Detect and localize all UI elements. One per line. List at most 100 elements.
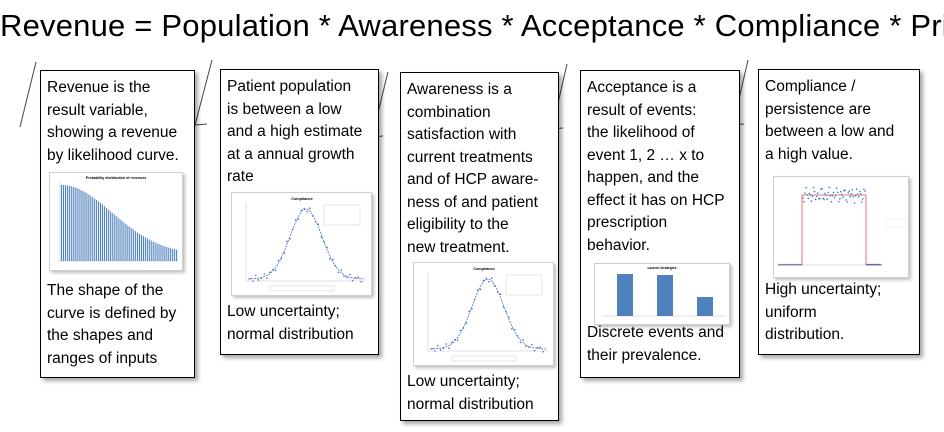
- compliance-point: [320, 236, 323, 238]
- uniform-point: [782, 263, 784, 266]
- compliance-point: [277, 259, 280, 262]
- compliance-point: [249, 278, 251, 280]
- uniform-point: [805, 186, 807, 189]
- revenue-bar: [76, 188, 78, 261]
- population-description: Patient population is between a low and …: [227, 78, 363, 185]
- awareness-box: Awareness is a combination satisfaction …: [400, 72, 559, 421]
- compliance-point: [329, 258, 331, 260]
- compliance-point: [451, 341, 453, 344]
- uniform-point: [879, 263, 881, 266]
- uniform-point: [839, 198, 841, 200]
- revenue-bar-chart: Probability distribution of revenues: [59, 176, 178, 262]
- compliance-point: [349, 273, 351, 276]
- uniform-point: [847, 192, 849, 194]
- compliance-point: [337, 271, 340, 274]
- uniform-point: [857, 195, 860, 198]
- revenue-bar: [74, 187, 76, 261]
- compliance-point: [502, 306, 505, 308]
- uniform-point: [828, 186, 831, 189]
- revenue-bar: [92, 197, 94, 261]
- compliance-point: [314, 221, 317, 223]
- compliance-point: [531, 343, 533, 346]
- compliance-point: [465, 322, 467, 324]
- compliance-uniform-chart: [778, 186, 907, 266]
- revenue-bar: [135, 231, 137, 261]
- population-thumb-title: Compliance: [291, 197, 313, 201]
- compliance-point: [263, 273, 266, 275]
- revenue-bar: [78, 189, 80, 261]
- compliance-point: [499, 293, 502, 295]
- revenue-bar: [70, 186, 72, 261]
- compliance-point: [280, 257, 283, 259]
- revenue-bar: [154, 242, 156, 261]
- compliance-box: Compliance / persistence are between a l…: [758, 69, 920, 355]
- uniform-point: [875, 263, 878, 266]
- uniform-point: [816, 192, 819, 194]
- compliance-point: [351, 279, 354, 282]
- uniform-point: [778, 263, 780, 266]
- compliance-point: [448, 347, 450, 349]
- revenue-bar: [115, 216, 117, 261]
- compliance-point: [516, 335, 519, 337]
- revenue-bar: [61, 185, 63, 261]
- compliance-point: [442, 347, 445, 349]
- uniform-point: [798, 263, 800, 266]
- compliance-point: [468, 310, 470, 313]
- uniform-point: [853, 202, 856, 204]
- revenue-bar: [62, 185, 65, 261]
- uniform-point: [826, 198, 828, 200]
- compliance-point: [317, 223, 320, 225]
- compliance-point: [252, 280, 254, 282]
- uniform-point: [796, 263, 798, 266]
- uniform-point: [869, 263, 872, 266]
- compliance-point: [491, 277, 493, 279]
- revenue-bar: [160, 244, 162, 261]
- compliance-uniform-thumbnail: [773, 176, 909, 278]
- compliance-point: [436, 344, 439, 347]
- uniform-point: [806, 194, 808, 196]
- compliance-point: [519, 341, 522, 344]
- revenue-bar: [80, 190, 82, 261]
- compliance-point: [286, 240, 288, 243]
- acceptance-thumb-title: Launch strategies: [647, 266, 676, 270]
- uniform-point: [852, 195, 855, 198]
- compliance-point: [306, 211, 308, 213]
- compliance-point: [272, 268, 274, 271]
- uniform-point: [827, 191, 829, 194]
- revenue-box: Revenue is the result variable, showing …: [40, 70, 195, 378]
- uniform-point: [784, 263, 786, 266]
- uniform-point: [861, 201, 863, 203]
- uniform-point: [872, 263, 874, 266]
- uniform-point: [829, 194, 832, 197]
- compliance-point: [340, 269, 342, 271]
- revenue-bar: [142, 236, 144, 261]
- revenue-bar: [68, 185, 70, 261]
- uniform-point: [788, 263, 790, 266]
- acceptance-launch-thumbnail: Launch strategies: [594, 263, 730, 325]
- compliance-point: [331, 258, 334, 261]
- uniform-point: [854, 194, 857, 197]
- uniform-point: [809, 194, 812, 196]
- uniform-point: [821, 187, 823, 190]
- revenue-bar: [170, 248, 172, 261]
- compliance-point: [269, 271, 271, 274]
- uniform-point: [874, 263, 877, 266]
- revenue-bar: [105, 207, 107, 261]
- compliance-point: [283, 252, 285, 254]
- revenue-thumb-title: Probability distribution of revenues: [86, 176, 147, 180]
- uniform-point: [833, 196, 836, 199]
- revenue-bar: [98, 201, 100, 261]
- uniform-point: [786, 263, 788, 266]
- population-box: Patient population is between a low and …: [220, 69, 379, 355]
- compliance-point: [289, 238, 291, 240]
- awareness-compliance-thumbnail: Compliance: [413, 262, 554, 366]
- compliance-point: [488, 281, 490, 283]
- compliance-point: [505, 311, 507, 313]
- revenue-description: Revenue is the result variable, showing …: [47, 79, 179, 164]
- compliance-point: [445, 343, 448, 345]
- revenue-bar: [111, 212, 113, 261]
- revenue-bar: [162, 245, 164, 261]
- revenue-bar: [152, 241, 154, 261]
- uniform-point: [822, 197, 824, 200]
- revenue-bar: [137, 232, 139, 261]
